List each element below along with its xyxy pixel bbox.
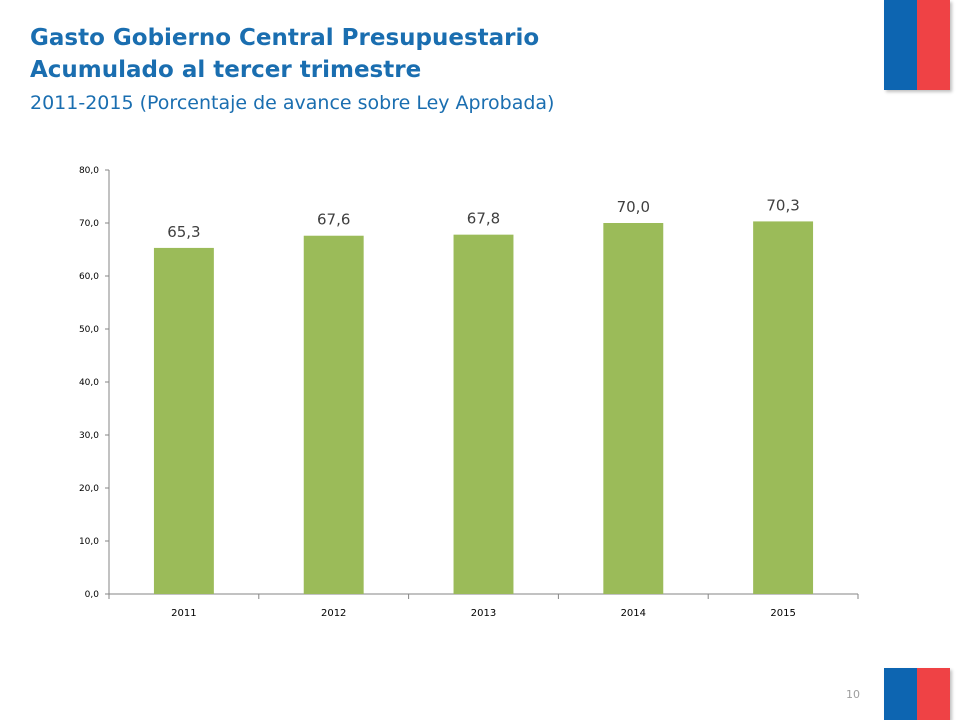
data-label-2011: 65,3 [167, 223, 200, 241]
chile-flag-logo-bottom [884, 668, 950, 720]
x-tick-label-2013: 2013 [471, 608, 496, 619]
bar-2015 [753, 221, 814, 594]
data-label-2012: 67,6 [317, 211, 350, 229]
y-tick-label: 0,0 [85, 590, 100, 600]
x-tick-label-2014: 2014 [621, 608, 646, 619]
y-tick-label: 30,0 [79, 431, 99, 441]
y-tick-label: 10,0 [79, 537, 99, 547]
flag-stripe-red [917, 668, 950, 720]
flag-stripe-red [917, 0, 950, 90]
data-label-2014: 70,0 [617, 198, 650, 216]
bar-2012 [303, 235, 364, 594]
data-label-2015: 70,3 [766, 196, 799, 214]
y-tick-label: 50,0 [79, 325, 99, 335]
x-tick-label-2015: 2015 [770, 608, 795, 619]
y-tick-label: 70,0 [79, 219, 99, 229]
bar-2011 [153, 247, 214, 594]
y-tick-label: 20,0 [79, 484, 99, 494]
bar-2014 [603, 223, 664, 594]
y-tick-label: 60,0 [79, 272, 99, 282]
bar-2013 [453, 234, 514, 594]
x-tick-label-2012: 2012 [321, 608, 346, 619]
chile-flag-logo-top [884, 0, 950, 90]
page-number: 10 [846, 688, 860, 701]
chart-subtitle: 2011-2015 (Porcentaje de avance sobre Le… [30, 92, 555, 114]
chart-title-line-2: Acumulado al tercer trimestre [30, 57, 422, 83]
y-tick-label: 80,0 [79, 166, 99, 176]
y-tick-label: 40,0 [79, 378, 99, 388]
flag-stripe-blue [884, 0, 917, 90]
x-tick-label-2011: 2011 [171, 608, 196, 619]
data-label-2013: 67,8 [467, 210, 500, 228]
chart-title-line-1: Gasto Gobierno Central Presupuestario [30, 25, 540, 51]
flag-stripe-blue [884, 668, 917, 720]
